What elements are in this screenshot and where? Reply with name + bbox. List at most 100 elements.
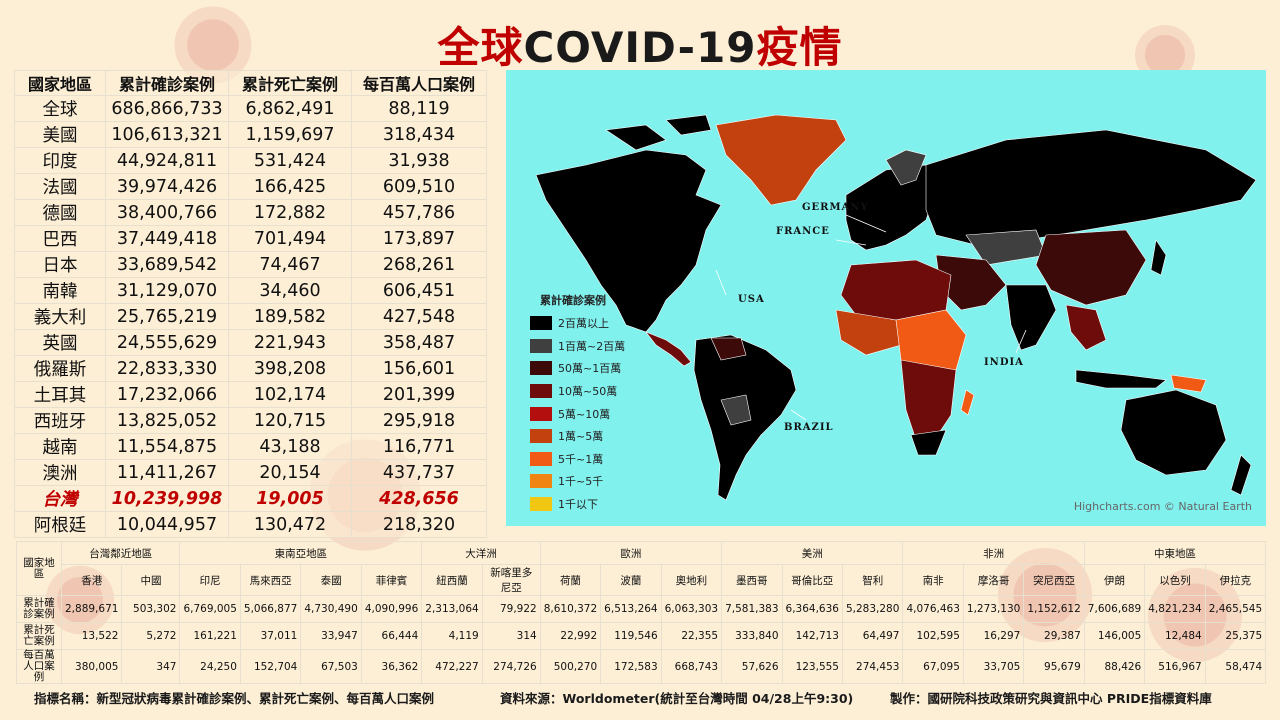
value-cell: 6,063,303: [660, 595, 723, 623]
value-cell: 58,474: [1204, 649, 1267, 684]
value-cell: 398,208: [228, 355, 352, 382]
column-header: 每百萬人口案例: [351, 70, 487, 96]
country-name: 荷蘭: [539, 564, 602, 596]
legend-swatch: [530, 429, 552, 444]
value-cell: 11,554,875: [105, 433, 229, 460]
value-cell: 19,005: [228, 485, 352, 512]
value-cell: 34,460: [228, 277, 352, 304]
value-cell: 64,497: [841, 622, 904, 650]
country-cell: 德國: [14, 199, 106, 226]
value-cell: 66,444: [360, 622, 423, 650]
legend-swatch: [530, 316, 552, 331]
value-cell: 13,522: [60, 622, 123, 650]
value-cell: 6,364,636: [781, 595, 843, 623]
country-cell: 越南: [14, 433, 106, 460]
legend-item: 2百萬以上: [530, 312, 625, 335]
value-cell: 6,513,264: [600, 595, 662, 623]
value-cell: 33,947: [300, 622, 362, 650]
country-cell: 南韓: [14, 277, 106, 304]
country-cell: 俄羅斯: [14, 355, 106, 382]
regional-stats-table: 國家地區 台灣鄰近地區 東南亞地區 大洋洲 歐洲 美洲 非洲 中東地區 香港 中國 印尼 馬來西亞泰…: [16, 541, 1267, 684]
country-cell: 印度: [14, 147, 106, 174]
country-name: 中國: [121, 564, 181, 596]
value-cell: 2,889,671: [60, 595, 123, 623]
value-cell: 22,355: [660, 622, 723, 650]
value-cell: 4,821,234: [1144, 595, 1206, 623]
scandinavia: [885, 149, 927, 186]
venezuela: [710, 337, 747, 361]
value-cell: 201,399: [351, 381, 487, 408]
value-cell: 12,484: [1144, 622, 1206, 650]
value-cell: 428,656: [351, 485, 487, 512]
central-america: [645, 331, 692, 367]
legend-swatch: [530, 384, 552, 399]
table-row: 每百萬人口案例 380,005 347 24,250 152,704 67,503 36,3…: [16, 649, 1267, 684]
legend-item: 1千~5千: [530, 470, 625, 493]
table-row: 日本 33,689,542 74,467 268,261: [14, 251, 487, 278]
country-name: 突尼西亞: [1023, 564, 1085, 596]
south-africa: [910, 429, 947, 456]
legend-item: 1千以下: [530, 493, 625, 516]
country-cell: 日本: [14, 251, 106, 278]
value-cell: 668,743: [660, 649, 723, 684]
value-cell: 31,938: [351, 147, 487, 174]
value-cell: 221,943: [228, 329, 352, 356]
country-cell: 全球: [14, 95, 106, 122]
value-cell: 22,992: [539, 622, 602, 650]
australia: [1120, 389, 1227, 476]
value-cell: 79,922: [481, 595, 541, 623]
new-zealand: [1230, 454, 1252, 496]
value-cell: 333,840: [721, 622, 783, 650]
value-cell: 57,626: [721, 649, 783, 684]
arctic-islands: [605, 114, 712, 151]
value-cell: 380,005: [60, 649, 123, 684]
value-cell: 67,503: [300, 649, 362, 684]
country-name: 泰國: [300, 564, 362, 596]
value-cell: 189,582: [228, 303, 352, 330]
row-label: 每百萬人口案例: [16, 649, 62, 684]
country-name: 摩洛哥: [962, 564, 1025, 596]
country-name: 新喀里多尼亞: [481, 564, 541, 596]
column-header: 累計死亡案例: [228, 70, 352, 96]
legend-item: 1萬~5萬: [530, 425, 625, 448]
value-cell: 172,882: [228, 199, 352, 226]
region-name: 美洲: [721, 541, 904, 565]
value-cell: 37,449,418: [105, 225, 229, 252]
value-cell: 38,400,766: [105, 199, 229, 226]
value-cell: 10,239,998: [105, 485, 229, 512]
value-cell: 1,273,130: [962, 595, 1025, 623]
value-cell: 516,967: [1144, 649, 1206, 684]
value-cell: 95,679: [1023, 649, 1085, 684]
value-cell: 437,737: [351, 459, 487, 486]
table-row: 越南 11,554,875 43,188 116,771: [14, 433, 487, 460]
value-cell: 686,866,733: [105, 95, 229, 122]
value-cell: 314: [481, 622, 541, 650]
value-cell: 2,313,064: [421, 595, 483, 623]
value-cell: 172,583: [600, 649, 662, 684]
row-label: 累計確診案例: [16, 595, 62, 623]
value-cell: 16,297: [962, 622, 1025, 650]
legend-swatch: [530, 497, 552, 512]
value-cell: 44,924,811: [105, 147, 229, 174]
value-cell: 6,862,491: [228, 95, 352, 122]
country-name: 哥倫比亞: [781, 564, 843, 596]
country-name: 智利: [841, 564, 904, 596]
value-cell: 146,005: [1083, 622, 1146, 650]
column-header: 國家地區: [14, 70, 106, 96]
value-cell: 6,769,005: [179, 595, 241, 623]
value-cell: 106,613,321: [105, 121, 229, 148]
legend-label: 10萬~50萬: [558, 385, 618, 399]
legend-label: 5千~1萬: [558, 452, 604, 466]
table-row: 全球 686,866,733 6,862,491 88,119: [14, 95, 487, 122]
value-cell: 7,581,383: [721, 595, 783, 623]
region-header: 國家地區: [16, 541, 62, 596]
region-name: 大洋洲: [421, 541, 541, 565]
value-cell: 457,786: [351, 199, 487, 226]
table-row: 俄羅斯 22,833,330 398,208 156,601: [14, 355, 487, 382]
value-cell: 31,129,070: [105, 277, 229, 304]
legend-title: 累計確診案例: [540, 294, 606, 307]
value-cell: 472,227: [421, 649, 483, 684]
world-map-svg: [535, 114, 1257, 501]
value-cell: 74,467: [228, 251, 352, 278]
value-cell: 33,705: [962, 649, 1025, 684]
